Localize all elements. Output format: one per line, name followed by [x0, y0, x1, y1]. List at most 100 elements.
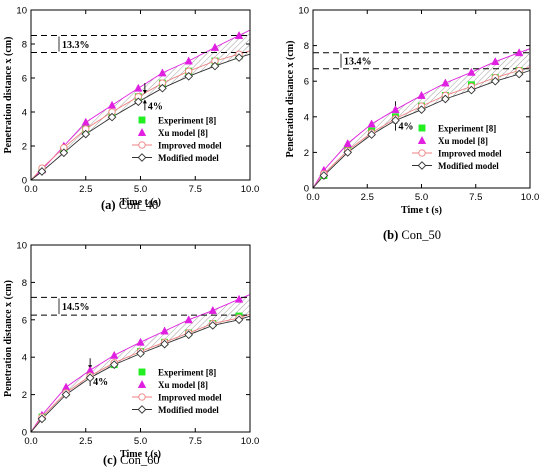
data-point: [37, 167, 47, 176]
y-axis-label: Penetration distance x (cm): [285, 41, 296, 158]
x-tick-label: 2.5: [79, 436, 92, 447]
data-point: [417, 90, 426, 99]
y-tick-label: 2: [304, 148, 309, 159]
x-tick-label: 7.5: [189, 184, 202, 195]
y-tick-label: 4: [22, 353, 27, 364]
y-tick-label: 0: [304, 184, 309, 195]
data-point: [467, 67, 476, 76]
data-point: [391, 116, 400, 125]
legend-marker: [418, 149, 426, 157]
x-tick-label: 10.0: [241, 184, 260, 195]
y-tick-label: 2: [22, 390, 27, 401]
error-envelope: [31, 294, 250, 432]
data-point: [514, 69, 524, 79]
data-point: [417, 105, 426, 115]
legend-marker: [137, 405, 147, 414]
data-point: [208, 305, 217, 314]
data-point: [490, 76, 500, 86]
data-point: [391, 105, 400, 114]
data-point: [491, 57, 500, 66]
x-tick-label: 7.5: [469, 192, 482, 203]
y-tick-label: 4: [304, 112, 309, 123]
legend-label: Experiment [8]: [438, 124, 496, 134]
caption-c: (c) Con_60: [103, 453, 160, 467]
legend-marker: [137, 153, 147, 162]
data-point: [184, 330, 194, 340]
data-point: [210, 42, 220, 51]
data-point: [85, 373, 95, 383]
legend-label: Modified model: [158, 405, 219, 415]
data-point: [184, 71, 194, 81]
y-tick-label: 4: [22, 108, 27, 119]
legend-marker: [138, 368, 146, 376]
x-tick-label: 5.0: [415, 192, 428, 203]
y-tick-label: 10: [16, 6, 27, 17]
data-point: [441, 94, 450, 104]
legend-label: Modified model: [158, 153, 219, 163]
y-tick-label: 6: [22, 74, 27, 85]
legend-marker: [138, 141, 146, 149]
data-point: [514, 48, 524, 57]
y-tick-label: 6: [22, 315, 27, 326]
caption-b: (b) Con_50: [383, 228, 441, 242]
legend-label: Improved model: [158, 393, 222, 403]
data-point: [160, 339, 169, 349]
legend-label: Xu model [8]: [158, 380, 208, 390]
band-label: 13.3%: [62, 40, 90, 51]
x-tick-label: 0.0: [306, 192, 319, 203]
arrow-label: 4%: [148, 101, 163, 112]
legend-marker: [138, 393, 146, 401]
caption-a: (a) Con_40: [101, 198, 159, 212]
data-point: [210, 61, 220, 71]
legend-label: Improved model: [438, 149, 502, 159]
data-point: [158, 83, 167, 93]
legend-label: Xu model [8]: [158, 128, 208, 138]
data-point: [134, 83, 143, 92]
legend-marker: [137, 379, 147, 388]
x-tick-label: 0.0: [24, 184, 37, 195]
data-point: [467, 85, 476, 95]
y-tick-label: 0: [22, 428, 27, 439]
data-point: [234, 315, 244, 325]
arrow-head-top: [142, 90, 147, 94]
data-point: [343, 138, 352, 147]
legend-label: Experiment [8]: [158, 116, 216, 126]
y-tick-label: 10: [16, 241, 27, 252]
data-point: [234, 30, 244, 39]
arrow-head-bottom: [142, 99, 147, 104]
legend-marker: [417, 161, 427, 170]
data-point: [208, 321, 218, 330]
x-tick-label: 2.5: [79, 184, 92, 195]
data-point: [184, 315, 193, 324]
x-tick-label: 0.0: [24, 436, 37, 447]
legend-label: Experiment [8]: [158, 368, 216, 378]
legend-label: Modified model: [438, 161, 499, 171]
data-point: [319, 171, 329, 180]
y-tick-label: 8: [22, 40, 27, 51]
x-axis-label: Time t (s): [120, 197, 161, 208]
band-label: 13.4%: [344, 57, 372, 68]
y-tick-label: 6: [304, 77, 309, 88]
x-tick-label: 5.0: [134, 436, 147, 447]
data-point: [110, 350, 119, 359]
data-point: [160, 326, 169, 335]
data-point: [441, 78, 450, 87]
y-axis-label: Penetration distance x (cm): [3, 280, 14, 397]
y-tick-label: 0: [22, 176, 27, 187]
x-tick-label: 10.0: [521, 192, 540, 203]
data-point: [107, 112, 117, 122]
legend-marker: [418, 124, 426, 132]
x-axis-label: Time t (s): [401, 205, 442, 216]
data-point: [37, 414, 47, 424]
legend-marker: [417, 135, 427, 144]
data-point: [234, 294, 244, 303]
y-tick-label: 10: [298, 6, 309, 17]
data-point: [367, 119, 376, 128]
legend-label: Xu model [8]: [438, 136, 488, 146]
data-point: [61, 390, 71, 399]
data-point: [234, 53, 244, 62]
error-envelope: [31, 30, 250, 180]
x-tick-label: 7.5: [189, 436, 202, 447]
error-envelope: [313, 48, 530, 189]
